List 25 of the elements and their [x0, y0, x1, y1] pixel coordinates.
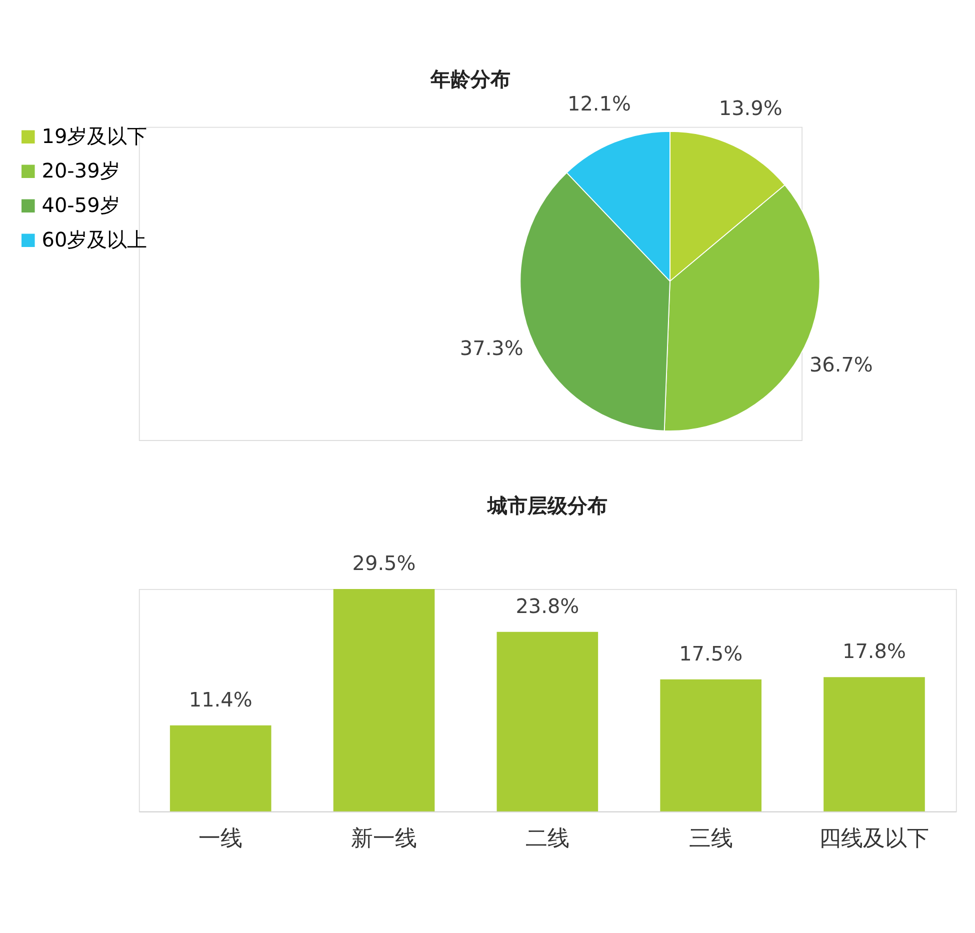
x-tick-label: 二线	[525, 826, 570, 852]
legend-label: 20-39岁	[42, 158, 120, 183]
bar	[170, 725, 272, 812]
x-tick-label: 一线	[198, 826, 243, 852]
data-label: 37.3%	[460, 336, 524, 360]
data-label: 17.8%	[842, 639, 906, 664]
legend-label: 40-59岁	[42, 193, 120, 218]
x-tick-label: 新一线	[351, 826, 418, 852]
data-label: 12.1%	[568, 92, 631, 116]
data-label: 11.4%	[188, 687, 252, 712]
data-label: 36.7%	[809, 352, 873, 376]
x-tick-label: 三线	[688, 826, 733, 852]
legend-label: 19岁及以下	[42, 124, 148, 148]
chart-title: 城市层级分布	[486, 494, 608, 518]
bar	[660, 679, 762, 812]
legend-label: 60岁及以上	[42, 228, 148, 252]
x-tick-label: 四线及以下	[819, 826, 930, 852]
chart-title: 年龄分布	[429, 67, 510, 91]
bar	[824, 677, 925, 812]
bar	[496, 632, 598, 812]
data-label: 13.9%	[718, 96, 782, 120]
data-label: 17.5%	[679, 641, 743, 666]
bar	[333, 588, 435, 812]
data-label: 29.5%	[352, 550, 416, 575]
data-label: 23.8%	[516, 594, 580, 618]
